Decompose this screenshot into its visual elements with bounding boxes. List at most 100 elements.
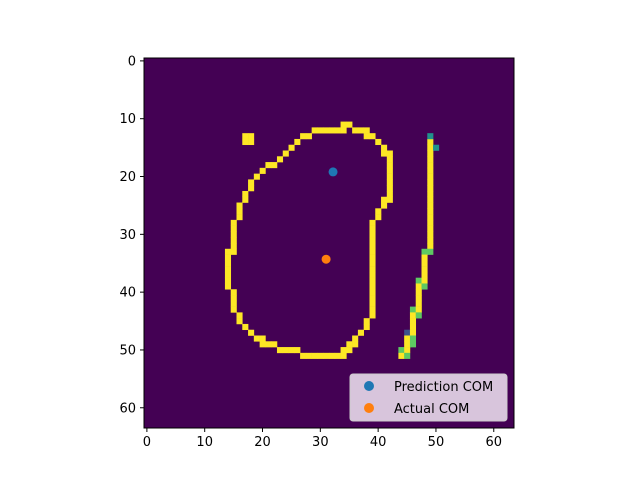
image-pixel [369,260,376,267]
legend-box [349,373,508,422]
image-pixel [230,289,237,296]
image-pixel [427,133,434,140]
image-pixel [236,214,243,221]
image-pixel [230,295,237,302]
scatter-point-actual-com [321,254,331,264]
image-pixel [323,352,330,359]
image-pixel [311,352,318,359]
legend-label-prediction-com: Prediction COM [394,380,493,395]
image-pixel [300,352,307,359]
image-pixel [230,248,237,255]
image-pixel [259,341,266,348]
image-pixel [346,121,353,128]
y-tick-label: 10 [119,112,136,127]
image-pixel [369,283,376,290]
image-pixel [427,225,434,232]
image-pixel [427,173,434,180]
legend-marker-prediction-com [364,381,374,391]
y-tick-label: 50 [119,343,136,358]
image-pixel [427,190,434,198]
image-pixel [224,277,232,284]
image-pixel [265,162,272,169]
image-pixel [369,271,376,278]
image-pixel [242,133,249,140]
image-pixel [398,352,405,359]
image-pixel [340,121,347,128]
image-pixel [363,127,370,134]
image-pixel [323,127,330,134]
image-pixel [421,260,428,267]
image-pixel [346,341,353,348]
image-pixel [346,347,353,354]
image-pixel [282,150,289,157]
image-pixel [311,127,318,134]
image-pixel [381,196,388,203]
image-pixel [340,352,347,359]
image-pixel [288,144,295,151]
image-pixel [427,219,434,226]
image-pixel [427,138,434,146]
image-pixel [288,347,295,354]
image-pixel [242,190,249,198]
image-pixel [340,347,347,354]
image-pixel [248,185,255,192]
image-pixel [248,138,255,146]
image-pixel [404,335,411,342]
image-pixel [381,144,388,151]
image-pixel [363,133,370,140]
image-pixel [409,341,417,348]
image-pixel [427,202,434,209]
image-pixel [415,295,422,302]
image-pixel [427,208,434,215]
image-pixel [409,306,417,313]
image-pixel [427,231,434,238]
x-tick-label: 50 [428,435,445,450]
image-pixel [230,243,237,250]
image-pixel [375,138,382,146]
image-pixel [363,318,370,325]
image-pixel [381,202,388,209]
image-pixel [386,173,393,180]
image-pixel [369,231,376,238]
image-pixel [409,312,417,319]
image-pixel [248,133,255,140]
image-pixel [398,347,405,354]
y-tick-label: 30 [119,228,136,243]
image-pixel [334,352,341,359]
legend-label-actual-com: Actual COM [394,402,469,417]
legend: Prediction COM Actual COM [349,373,508,422]
scatter-markers [321,167,338,264]
image-pixel [271,341,278,348]
image-pixel [369,306,376,313]
image-pixel [421,271,428,278]
image-pixel [242,138,249,146]
image-pixel [352,127,359,134]
image-pixel [317,352,324,359]
image-pixel [375,214,382,221]
image-pixel [329,127,336,134]
image-pixel [409,329,417,336]
image-pixel [421,254,428,261]
image-pixel [294,138,301,146]
image-pixel [369,266,376,273]
image-pixel [224,266,232,273]
image-pixel [253,335,260,342]
image-pixel [415,289,422,296]
image-pixel [294,347,301,354]
image-pixel [282,347,289,354]
image-pixel [404,329,411,336]
x-tick-label: 0 [143,435,151,450]
image-pixel [224,248,232,255]
image-pixel [236,312,243,319]
image-pixel [334,127,341,134]
legend-marker-actual-com [364,403,374,413]
image-pixel [363,323,370,331]
image-pixel [230,237,237,244]
image-pixel [369,133,376,140]
image-pixel [236,208,243,215]
y-tick-label: 40 [119,286,136,301]
image-pixel [421,248,428,255]
image-pixel [381,150,388,157]
image-pixel [352,341,359,348]
image-pixel [421,277,428,284]
